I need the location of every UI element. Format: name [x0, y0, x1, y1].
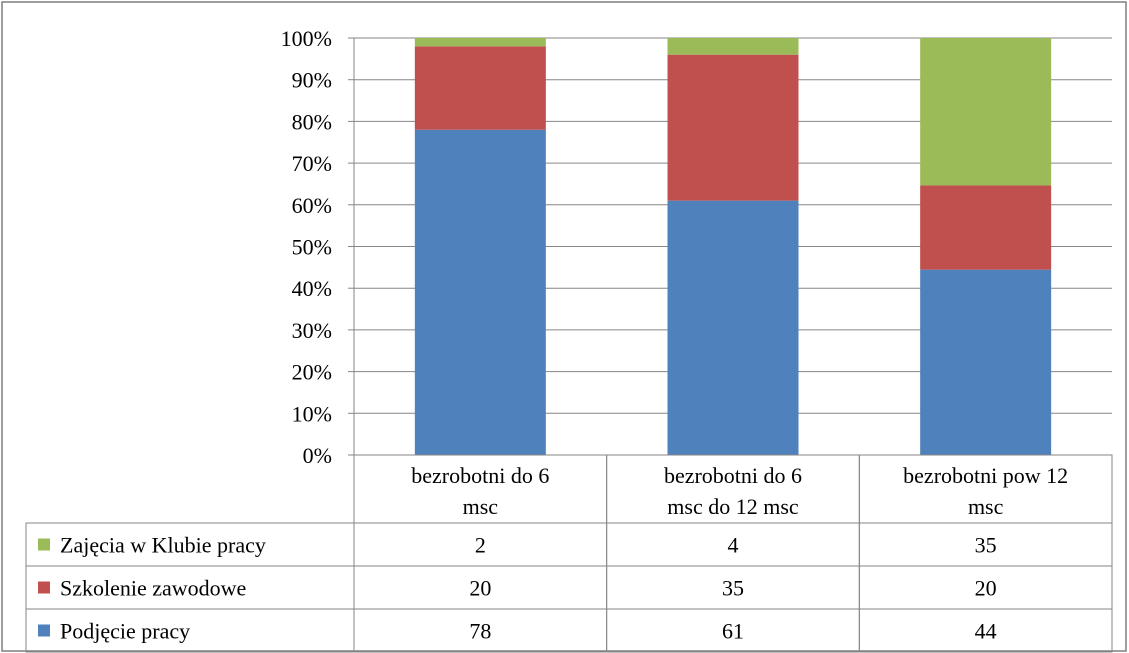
y-tick-label: 90% [292, 68, 332, 93]
y-tick-label: 10% [292, 401, 332, 426]
y-axis-tick-labels: 0% 10% 20% 30% 40% 50% 60% 70% 80% 90% 100% [281, 26, 332, 468]
data-value-label: 20 [469, 576, 491, 601]
data-value-label: 2 [475, 533, 486, 558]
data-value-label: 78 [469, 619, 491, 644]
category-label: msc do 12 msc [667, 494, 799, 519]
legend-swatch [38, 581, 50, 594]
bar-segment [920, 38, 1052, 186]
category-label: msc [463, 494, 499, 519]
y-tick-label: 0% [303, 443, 332, 468]
y-tick-label: 30% [292, 318, 332, 343]
y-tick-label: 50% [292, 235, 332, 260]
value-cell [858, 608, 1113, 653]
category-label: msc [968, 494, 1004, 519]
bar-segment [414, 46, 546, 130]
legend-swatch [38, 538, 50, 551]
bar-segment [414, 129, 546, 456]
y-tick-label: 40% [292, 276, 332, 301]
data-value-label: 20 [975, 576, 997, 601]
bar-segment [414, 38, 546, 47]
legend-label: Zajęcia w Klubie pracy [60, 533, 266, 558]
y-tick-label: 20% [292, 360, 332, 385]
category-label: bezrobotni pow 12 [903, 463, 1068, 488]
y-tick-label: 100% [281, 26, 332, 51]
bar-segment [667, 200, 799, 455]
y-tick-label: 80% [292, 109, 332, 134]
legend-label: Podjęcie pracy [60, 619, 190, 644]
data-table: bezrobotni do 6 msc bezrobotni do 6 msc do … [25, 454, 1113, 653]
y-tick-label: 60% [292, 193, 332, 218]
legend-label: Szkolenie zawodowe [60, 576, 246, 601]
data-value-label: 61 [722, 619, 744, 644]
category-label: bezrobotni do 6 [664, 463, 802, 488]
bar-segment [667, 54, 799, 201]
data-value-label: 35 [975, 533, 997, 558]
bar-segment [920, 185, 1052, 270]
data-value-label: 35 [722, 576, 744, 601]
data-value-label: 44 [975, 619, 997, 644]
bar-segment [920, 269, 1052, 455]
category-label: bezrobotni do 6 [411, 463, 549, 488]
y-tick-label: 70% [292, 151, 332, 176]
legend-swatch [38, 624, 50, 637]
bar-segment [667, 38, 799, 55]
bars [414, 38, 1052, 456]
data-value-label: 4 [728, 533, 739, 558]
